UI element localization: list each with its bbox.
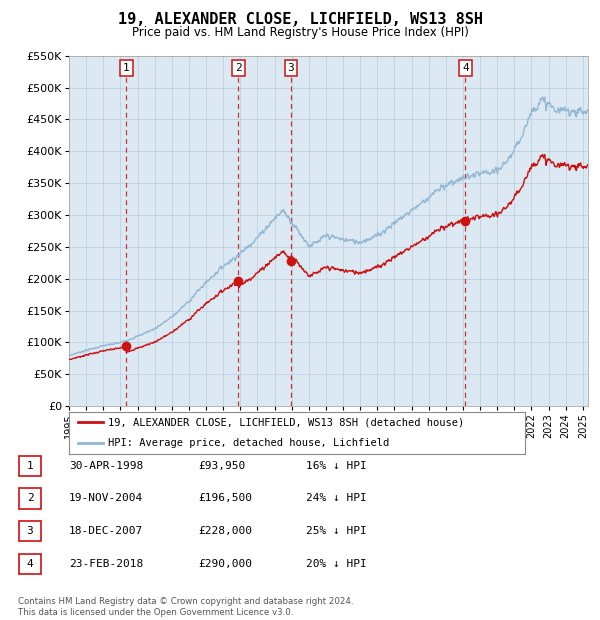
Text: £196,500: £196,500 xyxy=(198,494,252,503)
FancyBboxPatch shape xyxy=(19,521,41,541)
FancyBboxPatch shape xyxy=(19,489,41,508)
Text: HPI: Average price, detached house, Lichfield: HPI: Average price, detached house, Lich… xyxy=(108,438,389,448)
Text: 3: 3 xyxy=(26,526,34,536)
Text: 3: 3 xyxy=(287,63,295,73)
Text: 19-NOV-2004: 19-NOV-2004 xyxy=(69,494,143,503)
Text: £290,000: £290,000 xyxy=(198,559,252,569)
Text: 2: 2 xyxy=(26,494,34,503)
FancyBboxPatch shape xyxy=(19,554,41,574)
Text: Price paid vs. HM Land Registry's House Price Index (HPI): Price paid vs. HM Land Registry's House … xyxy=(131,27,469,39)
FancyBboxPatch shape xyxy=(19,456,41,476)
Text: 4: 4 xyxy=(26,559,34,569)
Text: 23-FEB-2018: 23-FEB-2018 xyxy=(69,559,143,569)
Text: 2: 2 xyxy=(235,63,242,73)
Text: 25% ↓ HPI: 25% ↓ HPI xyxy=(306,526,367,536)
Text: 18-DEC-2007: 18-DEC-2007 xyxy=(69,526,143,536)
Text: Contains HM Land Registry data © Crown copyright and database right 2024.
This d: Contains HM Land Registry data © Crown c… xyxy=(18,598,353,617)
Text: £93,950: £93,950 xyxy=(198,461,245,471)
Text: 19, ALEXANDER CLOSE, LICHFIELD, WS13 8SH (detached house): 19, ALEXANDER CLOSE, LICHFIELD, WS13 8SH… xyxy=(108,417,464,427)
Text: 19, ALEXANDER CLOSE, LICHFIELD, WS13 8SH: 19, ALEXANDER CLOSE, LICHFIELD, WS13 8SH xyxy=(118,12,482,27)
Text: 30-APR-1998: 30-APR-1998 xyxy=(69,461,143,471)
Text: 24% ↓ HPI: 24% ↓ HPI xyxy=(306,494,367,503)
Text: 1: 1 xyxy=(122,63,130,73)
Text: 20% ↓ HPI: 20% ↓ HPI xyxy=(306,559,367,569)
Text: 16% ↓ HPI: 16% ↓ HPI xyxy=(306,461,367,471)
Text: 1: 1 xyxy=(26,461,34,471)
Text: 4: 4 xyxy=(462,63,469,73)
Text: £228,000: £228,000 xyxy=(198,526,252,536)
